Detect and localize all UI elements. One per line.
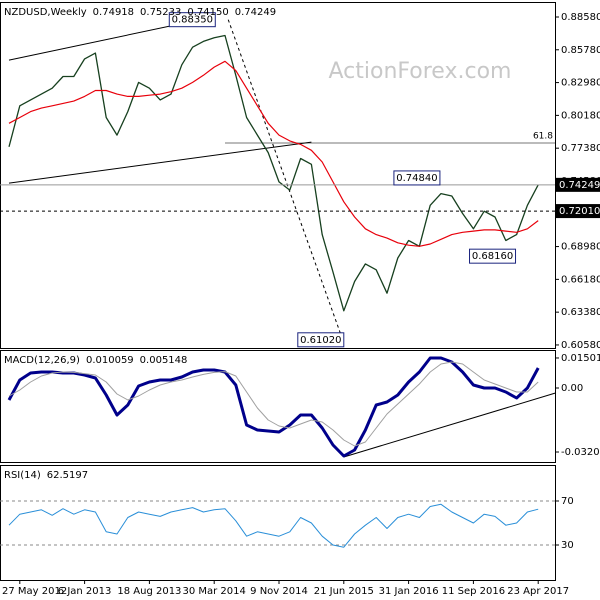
header-value: 0.74249 (235, 7, 276, 18)
series-line (7, 356, 540, 458)
x-tick-label: 31 Jan 2016 (379, 586, 439, 597)
y-tick-label: 0.60580 (561, 340, 600, 351)
trend-line (227, 19, 344, 340)
y-tick-label: -0.032007 (561, 447, 600, 458)
x-tick-label: 11 Sep 2016 (442, 586, 505, 597)
header-value: 0.010059 (86, 355, 134, 366)
panel-header: NZDUSD,Weekly 0.74918 0.75233 0.74150 0.7424… (4, 7, 276, 18)
x-tick-label: 30 Mar 2014 (182, 586, 245, 597)
panel-frame (0, 2, 556, 349)
x-tick-label: 27 May 2012 (2, 586, 67, 597)
header-value: 0.74918 (93, 7, 134, 18)
series-line (8, 361, 539, 447)
panel-header: MACD(12,26,9) 0.010059 0.005148 (4, 355, 187, 366)
panel-title: NZDUSD,Weekly (4, 7, 87, 18)
annotation-box (297, 332, 345, 348)
y-tick-label: 70 (561, 496, 574, 507)
price-label: 0.74249 (559, 180, 600, 191)
price-box (556, 204, 600, 219)
x-tick-label: 21 Jun 2015 (314, 586, 374, 597)
y-tick-label: 0.66180 (561, 274, 600, 285)
panel-title: RSI(14) (4, 470, 41, 481)
watermark: ActionForex.com (329, 59, 512, 84)
header-value: 0.005148 (140, 355, 188, 366)
panel-frame (0, 465, 556, 581)
annotation-label: 0.68160 (472, 251, 513, 262)
annotation-box (393, 170, 441, 186)
y-tick-label: 0.77380 (561, 143, 600, 154)
y-tick-label: 0.63380 (561, 307, 600, 318)
panel-header: RSI(14) 62.5197 (4, 470, 88, 481)
annotation-label: 0.74840 (396, 173, 437, 184)
trend-line (343, 392, 556, 458)
series-line (8, 34, 539, 312)
y-tick-label: 0.82980 (561, 78, 600, 89)
x-tick-label: 9 Nov 2014 (250, 586, 308, 597)
header-value: 0.75233 (140, 7, 181, 18)
trend-line (8, 141, 312, 184)
retracement-label: 61.8 (533, 132, 553, 142)
header-value: 62.5197 (47, 470, 88, 481)
x-tick-label: 6 Jan 2013 (58, 586, 112, 597)
price-box (556, 177, 600, 192)
series-line (8, 60, 539, 247)
x-tick-label: 23 Apr 2017 (507, 586, 569, 597)
y-tick-label: 0.00 (561, 383, 583, 394)
y-tick-label: 0.85780 (561, 45, 600, 56)
annotation-box (168, 12, 216, 28)
y-tick-label: 0.80180 (561, 110, 600, 121)
panel-frame (0, 350, 556, 463)
price-label: 0.72010 (559, 206, 600, 217)
y-tick-label: 0.88580 (561, 12, 600, 23)
y-tick-label: 30 (561, 540, 574, 551)
y-tick-label: 0.015012 (561, 353, 600, 364)
header-value: 0.74150 (187, 7, 228, 18)
x-tick-label: 18 Aug 2013 (117, 586, 181, 597)
annotation-label: 0.88350 (172, 15, 213, 26)
panel-title: MACD(12,26,9) (4, 355, 80, 366)
annotation-box (469, 248, 517, 264)
series-line (8, 503, 539, 548)
y-tick-label: 0.68980 (561, 242, 600, 253)
annotation-label: 0.61020 (300, 335, 341, 346)
